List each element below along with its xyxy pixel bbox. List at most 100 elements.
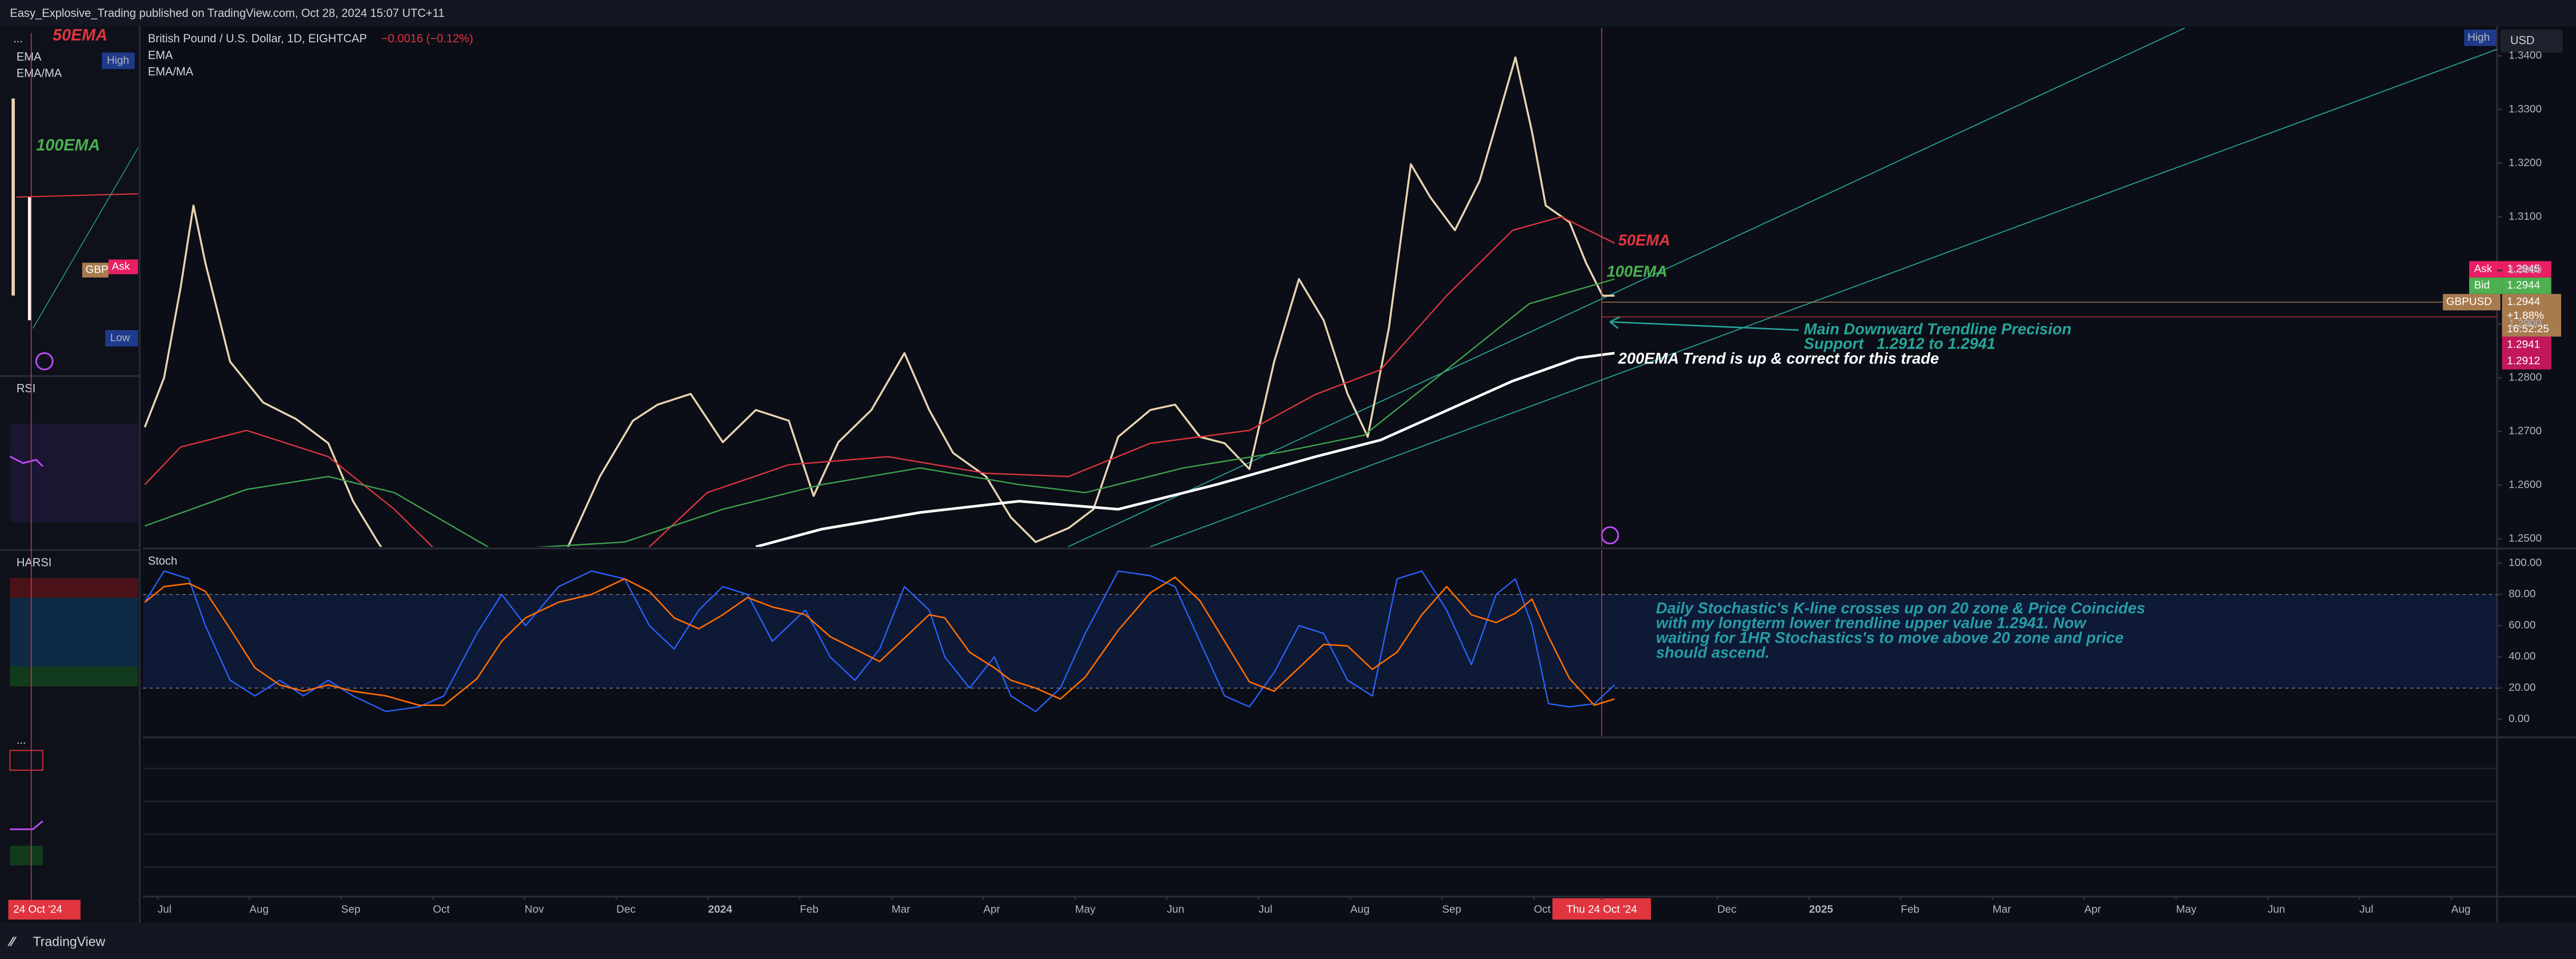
sidebar-ema: EMA — [16, 50, 42, 63]
badge-name: Bid — [2474, 279, 2490, 291]
x-tick-label: Apr — [2084, 903, 2101, 915]
footer — [0, 923, 2576, 959]
symbol-change: −0.0016 (−0.12%) — [381, 32, 473, 45]
y-tick-label: 80.00 — [2509, 588, 2536, 600]
y-tick-label: 1.3100 — [2509, 210, 2542, 222]
stoch-note: Daily Stochastic's K-line crosses up on … — [1656, 600, 2145, 617]
x-tick-label: Nov — [524, 903, 544, 915]
x-tick-label: Mar — [892, 903, 910, 915]
y-tick-label: 1.2900 — [2509, 317, 2542, 330]
x-tick-label: Thu 24 Oct '24 — [1566, 903, 1637, 915]
badge-value: 1.2944 — [2507, 296, 2541, 308]
sidebar-emama: EMA/MA — [16, 66, 62, 79]
y-tick-label: 60.00 — [2509, 619, 2536, 631]
badge-box — [2502, 277, 2552, 294]
x-tick-label: May — [1075, 903, 1096, 915]
y-tick-label: 1.3400 — [2509, 49, 2542, 61]
sidebar-ask-box — [108, 259, 138, 275]
y-tick-label: 1.2500 — [2509, 532, 2542, 544]
x-tick-label: Jul — [158, 903, 171, 915]
trendline — [1149, 49, 2497, 547]
x-tick-label: Sep — [1442, 903, 1461, 915]
sidebar-high: High — [107, 54, 129, 66]
stoch-note: with my longterm lower trendline upper v… — [1656, 614, 2087, 632]
y-tick-label: 1.3000 — [2509, 264, 2542, 276]
legend-emama: EMA/MA — [148, 65, 194, 78]
badge-value: 1.2941 — [2507, 338, 2541, 350]
x-tick-label: Aug — [249, 903, 268, 915]
sidebar-dots: ... — [16, 733, 26, 746]
currency[interactable]: USD — [2510, 33, 2535, 47]
pane — [143, 56, 1615, 547]
stoch-note: waiting for 1HR Stochastics's to move ab… — [1656, 629, 2124, 646]
y-tick-label: 1.2800 — [2509, 371, 2542, 383]
y-tick-label: 100.00 — [2509, 556, 2542, 569]
y-tick-label: 1.3200 — [2509, 157, 2542, 169]
y-tick-label: 0.00 — [2509, 713, 2530, 725]
pane — [143, 570, 2497, 713]
x-tick-label: Aug — [1350, 903, 1369, 915]
sidebar-rsi-band — [10, 423, 138, 523]
x-tick-label: 2025 — [1809, 903, 1834, 915]
sidebar-harsi-bottom — [10, 666, 138, 687]
x-tick-label: Dec — [1717, 903, 1736, 915]
sidebar-rsi: RSI — [16, 381, 35, 395]
publisher: Easy_Explosive_Trading published on Trad… — [10, 6, 445, 20]
crosshair-date-box — [1552, 898, 1651, 920]
annotation-arrow — [1610, 321, 1799, 331]
sidebar-gbp: GBP — [86, 263, 108, 276]
x-tick-label: Jul — [2360, 903, 2373, 915]
badge-name: GBPUSD — [2446, 296, 2492, 308]
x-tick-label: Oct — [1534, 903, 1550, 915]
annotation-100ema: 100EMA — [1607, 263, 1667, 280]
sidebar-low-box — [105, 330, 138, 347]
trendline — [1067, 28, 2185, 547]
badge-countdown: 16:52:25 — [2507, 323, 2550, 335]
sidebar-icon[interactable] — [35, 352, 54, 371]
badge-name: Ask — [2474, 263, 2492, 275]
y-tick-label: 1.2700 — [2509, 425, 2542, 437]
x-tick-label: Jun — [2267, 903, 2285, 915]
currency-box[interactable] — [2500, 29, 2563, 53]
sidebar-gbp-box — [82, 262, 109, 278]
x-tick-label: Aug — [2451, 903, 2470, 915]
footer-brand: TradingView — [33, 935, 105, 949]
annotation-arrowhead — [1609, 316, 1620, 329]
series-line — [144, 278, 1615, 547]
sidebar-menu: ... — [13, 32, 23, 45]
sidebar-low: Low — [110, 332, 130, 344]
series-line — [143, 56, 1615, 547]
symbol-title: British Pound / U.S. Dollar, 1D, EIGHTCA… — [148, 32, 367, 45]
badge-box — [2469, 261, 2502, 278]
badge-value: 1.2944 — [2507, 279, 2541, 291]
x-tick-label: 2024 — [708, 903, 732, 915]
annotation-200ema: 200EMA Trend is up & correct for this tr… — [1618, 350, 1939, 368]
x-tick-label: Mar — [1992, 903, 2011, 915]
high-tag: High — [2468, 31, 2490, 43]
y-tick-label: 40.00 — [2509, 650, 2536, 662]
x-tick-label: May — [2176, 903, 2197, 915]
x-tick-label: Jul — [1258, 903, 1272, 915]
x-tick-label: Feb — [1901, 903, 1919, 915]
x-tick-label: Dec — [616, 903, 636, 915]
x-tick-label: Oct — [433, 903, 450, 915]
y-tick-label: 1.3300 — [2509, 103, 2542, 115]
sidebar-50ema: 50EMA — [52, 26, 107, 44]
sidebar-harsi-mid — [10, 598, 138, 667]
stoch-title: Stoch — [148, 554, 178, 567]
sidebar-harsi: HARSI — [16, 556, 51, 569]
x-tick-label: Jun — [1167, 903, 1184, 915]
series-line — [144, 570, 1615, 713]
badge-change: +1.88% — [2507, 309, 2544, 322]
badge-box — [2469, 277, 2502, 294]
series-line — [144, 576, 1615, 706]
annotation-50ema: 50EMA — [1618, 232, 1670, 249]
top-bar — [0, 0, 2576, 26]
badge-box — [2502, 336, 2552, 370]
sidebar-date: 24 Oct '24 — [13, 903, 62, 915]
annotation-support: Support 1.2912 to 1.2941 — [1804, 335, 1996, 353]
sidebar-mini — [10, 845, 43, 866]
sidebar-trendline — [32, 148, 139, 329]
